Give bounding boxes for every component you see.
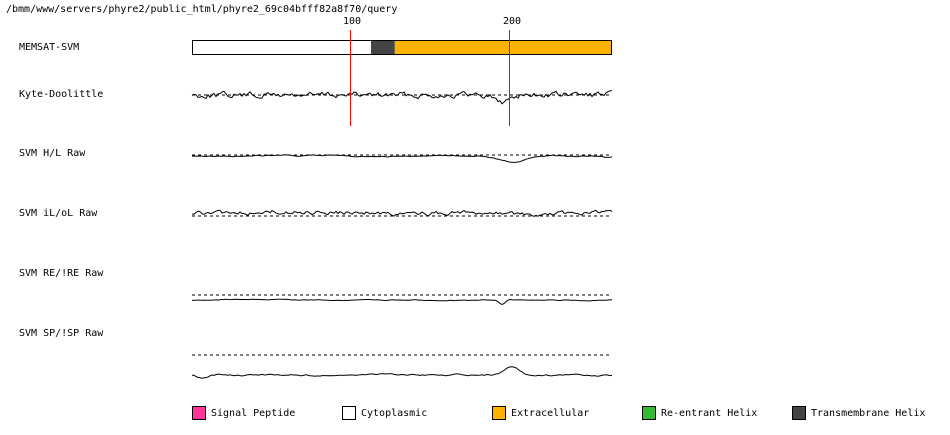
legend-swatch-reentrant-helix [642, 406, 656, 420]
row-label-svm-hl: SVM H/L Raw [19, 148, 86, 159]
topology-segment-cytoplasmic [192, 40, 371, 55]
topology-segment-extracellular [394, 40, 612, 55]
legend-label-signal-peptide: Signal Peptide [211, 407, 296, 419]
legend-swatch-transmembrane-helix [792, 406, 806, 420]
tick-label-100: 100 [342, 16, 362, 27]
row-label-svm-il-ol: SVM iL/oL Raw [19, 208, 98, 219]
topology-bar-outline [192, 40, 612, 55]
row-label-svm-re: SVM RE/!RE Raw [19, 268, 104, 279]
legend-label-transmembrane-helix: Transmembrane Helix [811, 407, 926, 419]
tick-label-200: 200 [502, 16, 522, 27]
svm-hl-trace [191, 154, 613, 164]
legend-swatch-signal-peptide [192, 406, 206, 420]
legend-item-extracellular: Extracellular [492, 404, 589, 422]
topology-segment-transmembrane [370, 40, 395, 55]
legend-item-transmembrane-helix: Transmembrane Helix [792, 404, 925, 422]
legend-label-extracellular: Extracellular [511, 407, 590, 419]
kyte-doolittle-trace [191, 90, 612, 105]
file-path-header: /bmm/www/servers/phyre2/public_html/phyr… [6, 4, 398, 15]
row-label-svm-sp: SVM SP/!SP Raw [19, 328, 104, 339]
svm-il-ol-trace [192, 209, 613, 217]
legend-label-reentrant-helix: Re-entrant Helix [661, 407, 758, 419]
svm-re-trace [191, 298, 613, 306]
svm-sp-trace [192, 366, 613, 379]
legend-swatch-extracellular [492, 406, 506, 420]
legend-item-signal-peptide: Signal Peptide [192, 404, 295, 422]
row-label-memsat: MEMSAT-SVM [19, 42, 80, 53]
legend-swatch-cytoplasmic [342, 406, 356, 420]
row-label-kyte-doolittle: Kyte-Doolittle [19, 89, 104, 100]
legend-label-cytoplasmic: Cytoplasmic [361, 407, 428, 419]
legend-item-cytoplasmic: Cytoplasmic [342, 404, 427, 422]
legend-item-reentrant-helix: Re-entrant Helix [642, 404, 757, 422]
